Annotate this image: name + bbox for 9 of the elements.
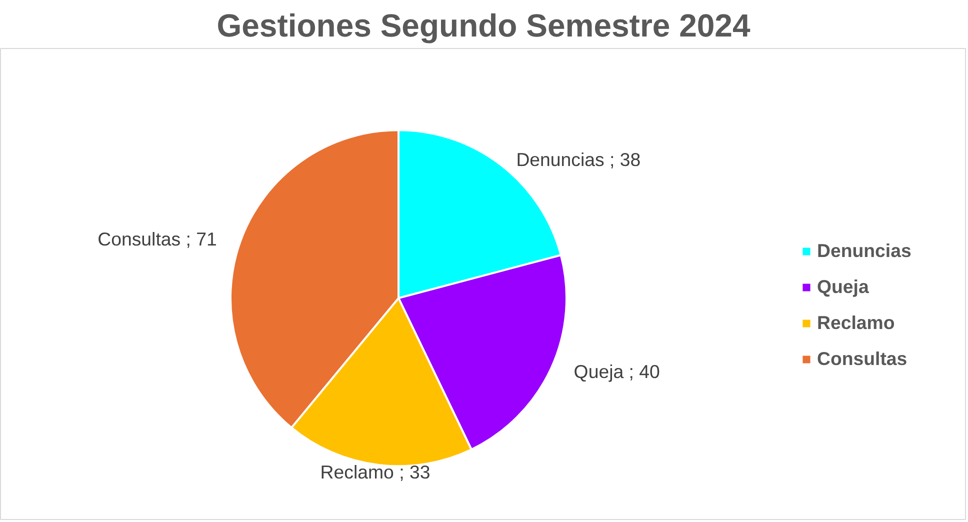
data-label: Queja ; 40 [574, 360, 660, 382]
data-label: Consultas ; 71 [98, 228, 217, 250]
chart-title: Gestiones Segundo Semestre 2024 [216, 8, 750, 44]
legend-label: Reclamo [817, 312, 895, 334]
data-label: Denuncias ; 38 [516, 148, 641, 170]
legend-label: Queja [817, 276, 869, 298]
legend-label: Consultas [817, 348, 908, 370]
data-label: Reclamo ; 33 [320, 462, 430, 483]
legend-label: Denuncias [817, 240, 912, 262]
